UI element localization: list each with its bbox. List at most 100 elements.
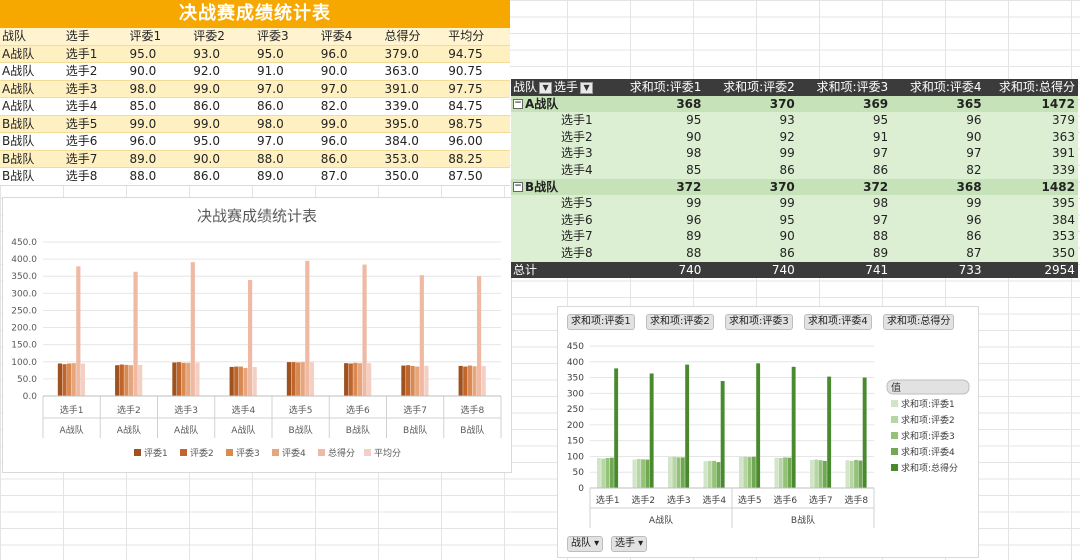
pivot-subtotal-cell[interactable]: 368 — [956, 179, 982, 194]
pivot-value-cell[interactable]: 95 — [872, 113, 889, 128]
pivot-row-labels-header[interactable]: 战队 ▼ 选手 ▼ — [511, 79, 611, 96]
filter-dropdown-icon[interactable]: ▼ — [539, 81, 553, 94]
bar[interactable] — [787, 457, 792, 488]
data-cell[interactable]: 90.0 — [129, 64, 157, 78]
data-cell[interactable]: 选手4 — [65, 99, 98, 113]
legend-label[interactable]: 总得分 — [328, 447, 355, 459]
data-cell[interactable]: B战队 — [2, 116, 35, 131]
pivot-table[interactable]: 战队 ▼ 选手 ▼ 求和项:评委1 求和项:评委2 求和项:评委3 求和项:评委4 求和项:总得… — [511, 79, 1078, 279]
value-field-button[interactable]: 求和项:总得分 — [883, 314, 955, 330]
bar[interactable] — [739, 456, 743, 488]
data-cell[interactable]: 82.0 — [320, 99, 348, 113]
bar[interactable] — [80, 363, 86, 396]
data-cell[interactable]: 88.25 — [448, 151, 483, 166]
bar[interactable] — [680, 457, 685, 488]
bar[interactable] — [818, 460, 823, 488]
data-cell[interactable]: 99.0 — [193, 81, 220, 96]
collapse-icon[interactable]: − — [513, 181, 523, 193]
bar[interactable] — [676, 457, 681, 488]
data-cell[interactable]: 选手6 — [65, 134, 98, 148]
data-cell[interactable]: 选手8 — [65, 169, 98, 183]
data-cell[interactable]: A战队 — [2, 46, 35, 61]
pivot-value-cell[interactable]: 379 — [1052, 113, 1075, 128]
bar[interactable] — [362, 264, 367, 396]
pivot-item-label[interactable]: 选手5 — [561, 196, 593, 211]
data-cell[interactable]: 89.0 — [257, 169, 284, 183]
pivot-item-label[interactable]: 选手2 — [561, 129, 593, 144]
grand-total-cell[interactable]: 2954 — [1044, 262, 1075, 277]
bar[interactable] — [597, 458, 601, 488]
data-cell[interactable]: 87.0 — [320, 169, 348, 183]
data-cell[interactable]: 97.75 — [448, 81, 483, 96]
bar[interactable] — [649, 373, 654, 488]
bar[interactable] — [119, 364, 124, 396]
pivot-item-label[interactable]: 选手4 — [561, 162, 593, 177]
value-field-button[interactable]: 求和项:评委2 — [646, 314, 714, 330]
pivot-item-label[interactable]: 选手1 — [561, 113, 593, 128]
bar[interactable] — [476, 276, 482, 396]
bar[interactable] — [353, 362, 358, 396]
bar[interactable] — [296, 362, 301, 396]
pivot-subtotal-cell[interactable]: 369 — [863, 96, 889, 111]
bar[interactable] — [668, 457, 672, 488]
bar[interactable] — [305, 260, 310, 396]
bar[interactable] — [609, 457, 614, 488]
pivot-subtotal-cell[interactable]: 372 — [863, 179, 889, 194]
bar[interactable] — [632, 459, 637, 488]
filter-dropdown-icon[interactable]: ▼ — [580, 81, 594, 94]
data-cell[interactable]: B战队 — [2, 169, 35, 183]
bar[interactable] — [190, 262, 195, 396]
bar[interactable] — [367, 363, 372, 396]
data-cell[interactable]: 97.0 — [320, 81, 348, 96]
bar[interactable] — [71, 363, 76, 396]
grand-total-cell[interactable]: 740 — [678, 262, 702, 277]
pivot-column-header[interactable]: 求和项:评委2 — [723, 80, 795, 94]
pivot-value-cell[interactable]: 395 — [1052, 196, 1075, 211]
bar[interactable] — [348, 363, 353, 396]
data-cell[interactable]: 87.50 — [448, 169, 483, 183]
grand-total-label[interactable]: 总计 — [513, 262, 538, 277]
legend-label[interactable]: 求和项:评委1 — [901, 398, 955, 410]
pivot-value-cell[interactable]: 96 — [966, 212, 982, 227]
legend-label[interactable]: 求和项:评委4 — [901, 446, 955, 458]
pivot-subtotal-cell[interactable]: 368 — [676, 96, 702, 111]
data-cell[interactable]: 98.75 — [448, 116, 483, 131]
data-cell[interactable]: 96.0 — [320, 134, 348, 148]
bar[interactable] — [783, 457, 787, 488]
data-cell[interactable]: 90.0 — [193, 151, 220, 166]
pivot-value-cell[interactable]: 89 — [686, 229, 702, 244]
bar[interactable] — [845, 460, 850, 488]
value-field-button[interactable]: 求和项:评委3 — [725, 314, 793, 330]
bar[interactable] — [636, 458, 641, 488]
data-cell[interactable]: 379.0 — [384, 46, 419, 61]
data-cell[interactable]: 90.75 — [448, 64, 483, 78]
bar[interactable] — [76, 266, 81, 396]
data-cell[interactable]: B战队 — [2, 151, 35, 166]
data-cell[interactable]: 92.0 — [193, 64, 220, 78]
pivot-value-cell[interactable]: 89 — [872, 245, 889, 260]
header-cell[interactable]: 平均分 — [448, 29, 485, 43]
grand-total-cell[interactable]: 740 — [771, 262, 795, 277]
legend-label[interactable]: 求和项:总得分 — [901, 462, 958, 474]
data-cell[interactable]: 86.0 — [193, 169, 220, 183]
bar[interactable] — [645, 459, 650, 488]
bar[interactable] — [791, 366, 796, 488]
pivot-value-cell[interactable]: 90 — [686, 129, 702, 144]
pivot-column-header[interactable]: 求和项:评委1 — [629, 80, 702, 94]
bar[interactable] — [862, 377, 867, 488]
data-cell[interactable]: 86.0 — [193, 99, 220, 113]
bar[interactable] — [291, 362, 296, 396]
pivot-value-cell[interactable]: 95 — [779, 212, 795, 227]
bar[interactable] — [133, 271, 138, 396]
data-cell[interactable]: 384.0 — [384, 134, 419, 148]
bar[interactable] — [410, 365, 415, 396]
pivot-column-header[interactable]: 求和项:评委3 — [816, 80, 889, 94]
pivot-value-cell[interactable]: 88 — [872, 229, 889, 244]
value-field-button[interactable]: 求和项:评委4 — [804, 314, 872, 330]
pivot-value-cell[interactable]: 82 — [966, 162, 982, 177]
pivot-value-cell[interactable]: 99 — [779, 146, 795, 161]
bar[interactable] — [415, 366, 420, 396]
legend-label[interactable]: 评委1 — [144, 447, 168, 459]
pivot-value-cell[interactable]: 363 — [1052, 129, 1075, 144]
data-cell[interactable]: 97.0 — [257, 134, 284, 148]
